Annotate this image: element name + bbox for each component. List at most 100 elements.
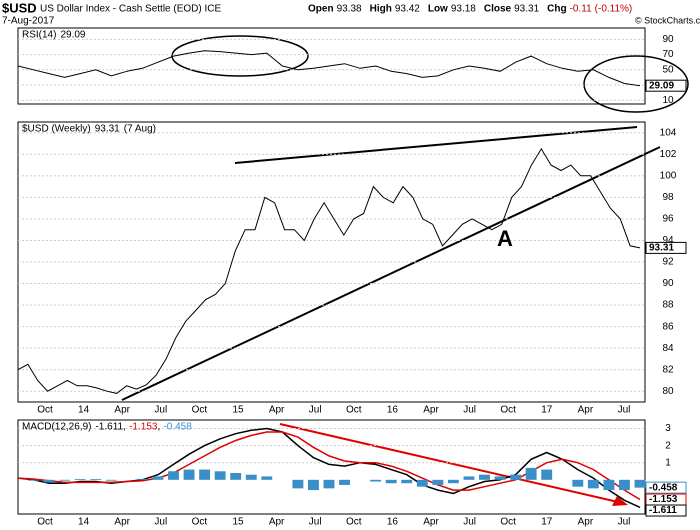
series-line — [17, 147, 641, 394]
x-tick-label: Apr — [269, 517, 285, 528]
histogram-bar — [261, 476, 273, 480]
series-line — [17, 431, 641, 501]
histogram-bar — [619, 479, 630, 491]
y-tick-label: 98 — [662, 192, 674, 203]
x-tick-label: Jul — [463, 405, 476, 416]
x-tick-label: 14 — [78, 517, 90, 528]
y-tick-label: 80 — [662, 386, 674, 397]
x-tick-label: Apr — [423, 405, 439, 416]
histogram-bar — [401, 479, 413, 484]
histogram-bar — [525, 467, 537, 480]
arrow-head — [612, 496, 628, 506]
value-label: 29.09 — [649, 80, 674, 91]
y-tick-label: 70 — [662, 49, 674, 60]
histogram-bar — [199, 469, 211, 480]
x-tick-label: Jul — [618, 517, 631, 528]
x-tick-label: Oct — [37, 405, 53, 416]
highlight-oval — [171, 35, 309, 77]
x-tick-label: Apr — [269, 405, 285, 416]
y-tick-label: 88 — [662, 300, 674, 311]
x-tick-label: 17 — [541, 405, 553, 416]
y-tick-label: 96 — [662, 214, 674, 225]
quote-label: High — [370, 4, 392, 15]
date: 7-Aug-2017 — [2, 16, 55, 27]
x-tick-label: 16 — [387, 405, 399, 416]
histogram-bar — [603, 479, 615, 491]
x-tick-label: Apr — [423, 517, 439, 528]
histogram-bar — [510, 474, 522, 480]
y-tick-label: 86 — [662, 321, 674, 332]
panel-title: MACD(12,26,9) — [22, 422, 91, 433]
x-tick-label: 16 — [387, 517, 399, 528]
copyright: © StockCharts.com — [635, 15, 700, 25]
panel-title: RSI(14) — [22, 30, 56, 41]
y-tick-label: 84 — [662, 343, 674, 354]
y-tick-label: 102 — [660, 149, 677, 160]
histogram-bar — [385, 479, 397, 484]
x-tick-label: Apr — [114, 517, 130, 528]
value-box — [645, 504, 687, 517]
y-tick-label: 90 — [662, 278, 674, 289]
x-tick-label: Oct — [192, 517, 208, 528]
quote-value: 93.38 — [337, 4, 362, 15]
histogram-bar — [416, 479, 428, 487]
histogram-bar — [308, 479, 319, 491]
histogram-bar — [43, 479, 55, 483]
value-label: -0.458 — [649, 482, 678, 493]
histogram-bar — [245, 474, 257, 480]
annotation: A — [497, 226, 513, 251]
y-tick-label: 1 — [665, 457, 671, 468]
histogram-bar — [292, 479, 304, 489]
change-pct: (-0.11%) — [595, 4, 633, 15]
x-tick-label: Oct — [500, 405, 516, 416]
histogram-bar — [541, 469, 553, 480]
value-box — [645, 79, 687, 92]
x-tick-label: 17 — [541, 517, 553, 528]
histogram-bar — [587, 479, 599, 489]
histogram-bar — [230, 472, 242, 480]
y-tick-label: 82 — [662, 364, 674, 375]
y-tick-label: 104 — [660, 127, 677, 138]
x-tick-label: Apr — [578, 517, 594, 528]
quote-label: Low — [428, 4, 448, 15]
histogram-bar — [432, 479, 444, 485]
histogram-bar — [447, 479, 459, 484]
x-tick-label: Oct — [37, 517, 53, 528]
x-tick-label: Oct — [346, 405, 362, 416]
histogram-bar — [214, 471, 226, 480]
separator: , — [123, 422, 126, 433]
histogram-bar — [168, 471, 179, 480]
histogram-bar — [183, 469, 195, 480]
trend-arrow — [279, 423, 619, 503]
panel-value: -1.611 — [95, 422, 123, 433]
security-name: US Dollar Index - Cash Settle (EOD) ICE — [40, 4, 221, 15]
x-tick-label: 14 — [78, 405, 90, 416]
histogram-bar — [136, 478, 148, 480]
highlight-oval — [583, 55, 689, 113]
panel-value: 29.09 — [60, 30, 85, 41]
value-label: 93.31 — [649, 243, 674, 254]
histogram-bar — [463, 476, 475, 480]
histogram-bar — [323, 479, 335, 489]
y-tick-label: 92 — [662, 257, 674, 268]
x-tick-label: Jul — [309, 405, 322, 416]
panel-value: -1.153 — [129, 422, 158, 433]
panel-value: -0.458 — [163, 422, 192, 433]
value-label: -1.611 — [649, 505, 677, 516]
y-tick-label: 94 — [662, 235, 674, 246]
trend-line — [121, 146, 661, 401]
quote-value: -0.11 — [570, 4, 592, 15]
histogram-bar — [634, 479, 646, 488]
x-tick-label: Oct — [192, 405, 208, 416]
quote-label: Close — [484, 4, 512, 15]
x-tick-label: Oct — [346, 517, 362, 528]
x-tick-label: Apr — [578, 405, 594, 416]
value-box — [645, 241, 687, 254]
quote-value: 93.42 — [395, 4, 420, 15]
histogram-bar — [74, 478, 86, 480]
x-tick-label: Jul — [309, 517, 322, 528]
macd-panel — [17, 419, 646, 515]
x-tick-label: Jul — [154, 517, 167, 528]
quote-label: Chg — [547, 4, 566, 15]
